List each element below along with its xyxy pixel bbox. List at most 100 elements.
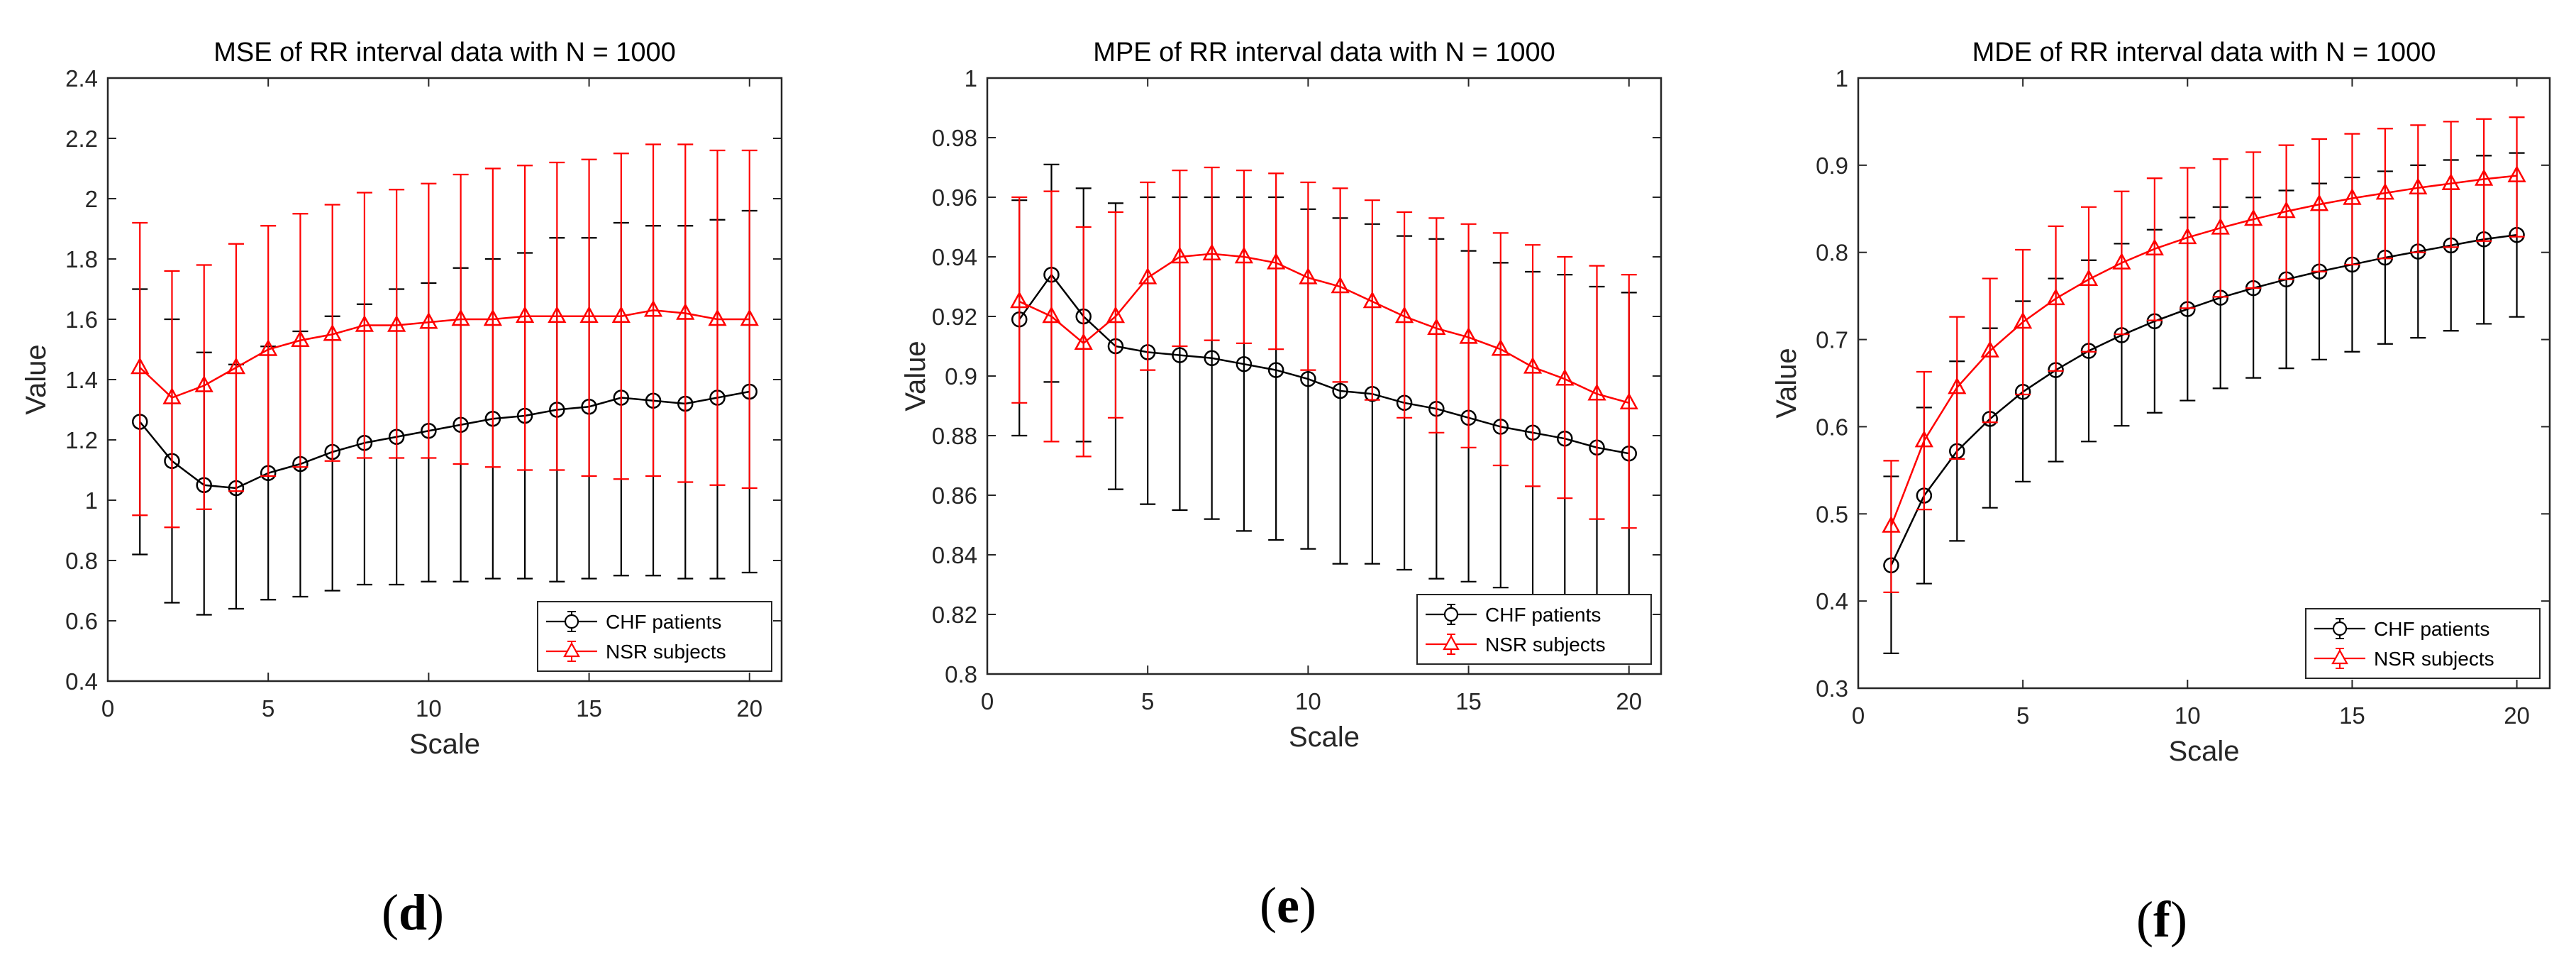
data-point [708, 309, 727, 326]
x-tick-label: 5 [2016, 702, 2029, 729]
x-axis-label: Scale [1289, 722, 1360, 753]
y-tick-label: 0.9 [945, 363, 977, 390]
legend: CHF patients NSR subjects [2305, 608, 2541, 679]
y-tick-label: 0.8 [65, 548, 98, 574]
chart-panel-1: 0 5 10 15 20 0.4 0.6 0.8 1 1.2 1.4 1.6 1.8 2 2.2 2.4 MSE… [21, 38, 783, 760]
data-point [323, 324, 342, 341]
data-point [2046, 288, 2065, 306]
x-tick-label: 10 [2175, 702, 2201, 729]
y-tick-label: 1 [1836, 65, 1848, 92]
data-point [1587, 383, 1606, 401]
data-point [740, 309, 759, 326]
y-tick-label: 1.8 [65, 246, 98, 272]
legend-item: CHF patients [2314, 618, 2489, 640]
data-point [611, 306, 631, 323]
data-point [1555, 368, 1575, 386]
data-point [1106, 306, 1126, 324]
y-tick-label: 0.94 [932, 244, 977, 270]
data-point [2112, 252, 2131, 270]
legend-item: CHF patients [546, 611, 721, 633]
data-point [162, 387, 182, 404]
data-point [483, 309, 502, 326]
y-tick-label: 0.4 [1816, 588, 1848, 614]
data-point [291, 330, 310, 347]
data-point [2244, 209, 2263, 226]
data-point [226, 357, 246, 375]
series-line [139, 309, 750, 399]
x-tick-label: 15 [2339, 702, 2365, 729]
data-point [2475, 168, 2494, 186]
chart-title: MPE of RR interval data with N = 1000 [1093, 38, 1555, 67]
legend-box [537, 601, 772, 672]
data-point [1300, 370, 1316, 387]
y-tick-label: 2.2 [65, 126, 98, 152]
data-point [1170, 246, 1189, 264]
series-chf-patients [1011, 163, 1638, 609]
x-tick-label: 15 [1455, 688, 1482, 714]
data-point [419, 311, 438, 329]
series-line [1890, 233, 2517, 566]
data-point [2309, 194, 2329, 211]
y-axis-label: Value [21, 344, 52, 414]
x-tick-label: 0 [981, 688, 994, 714]
x-tick-label: 0 [1852, 702, 1865, 729]
legend-label: CHF patients [2374, 618, 2489, 640]
legend-label: NSR subjects [2374, 648, 2494, 670]
chart-panel-3: 0 5 10 15 20 0.3 0.4 0.5 0.6 0.7 0.8 0.9 1 MDE of RR … [1771, 38, 2551, 767]
y-tick-label: 0.96 [932, 184, 977, 211]
legend-marker [1443, 607, 1459, 622]
data-point [1459, 326, 1478, 344]
data-point [1394, 306, 1414, 324]
legend-label: CHF patients [1485, 604, 1601, 626]
data-point [2277, 201, 2296, 219]
data-point [1267, 252, 1286, 270]
data-point [1042, 306, 1061, 324]
legend: CHF patients NSR subjects [537, 601, 772, 672]
x-tick-label: 0 [101, 695, 114, 722]
y-tick-label: 0.3 [1816, 675, 1848, 702]
series-nsr-subjects [131, 143, 759, 529]
data-point [1299, 267, 1318, 285]
y-tick-label: 1.4 [65, 367, 98, 393]
data-point [1914, 430, 1933, 448]
data-point [1427, 318, 1446, 336]
data-point [1491, 338, 1510, 356]
data-point [1980, 340, 1999, 358]
series-line [1018, 273, 1629, 455]
y-tick-label: 0.86 [932, 482, 977, 509]
y-tick-label: 0.88 [932, 423, 977, 449]
data-point [1882, 515, 1901, 533]
y-axis-label: Value [900, 341, 931, 411]
data-point [387, 314, 406, 332]
chart-title: MSE of RR interval data with N = 1000 [213, 38, 676, 67]
data-point [1362, 291, 1382, 309]
x-axis-label: Scale [409, 729, 480, 760]
y-tick-label: 0.7 [1816, 327, 1848, 353]
data-point [1948, 377, 1967, 394]
data-point [1204, 350, 1220, 367]
data-point [2178, 227, 2197, 245]
legend-marker [2332, 621, 2348, 636]
legend-item: NSR subjects [2314, 648, 2494, 670]
x-tick-label: 20 [736, 695, 762, 722]
legend-marker [564, 614, 579, 629]
data-point [131, 357, 150, 375]
panel-label-d: (d) [381, 884, 444, 941]
legend-label: NSR subjects [606, 641, 726, 663]
y-tick-label: 0.8 [945, 661, 977, 687]
legend-item: CHF patients [1426, 604, 1601, 626]
legend-item: NSR subjects [1426, 634, 1606, 656]
data-point [2211, 217, 2230, 235]
data-point [1172, 347, 1188, 363]
y-tick-label: 0.6 [65, 608, 98, 634]
data-point [2375, 182, 2394, 200]
x-tick-label: 5 [1141, 688, 1154, 714]
y-tick-label: 0.8 [1816, 240, 1848, 266]
series-line [139, 390, 750, 490]
data-point [515, 306, 535, 323]
series-chf-patients [1883, 152, 2525, 654]
data-point [2507, 165, 2526, 182]
legend-item: NSR subjects [546, 641, 726, 663]
data-point [355, 314, 374, 332]
data-point [643, 299, 663, 317]
